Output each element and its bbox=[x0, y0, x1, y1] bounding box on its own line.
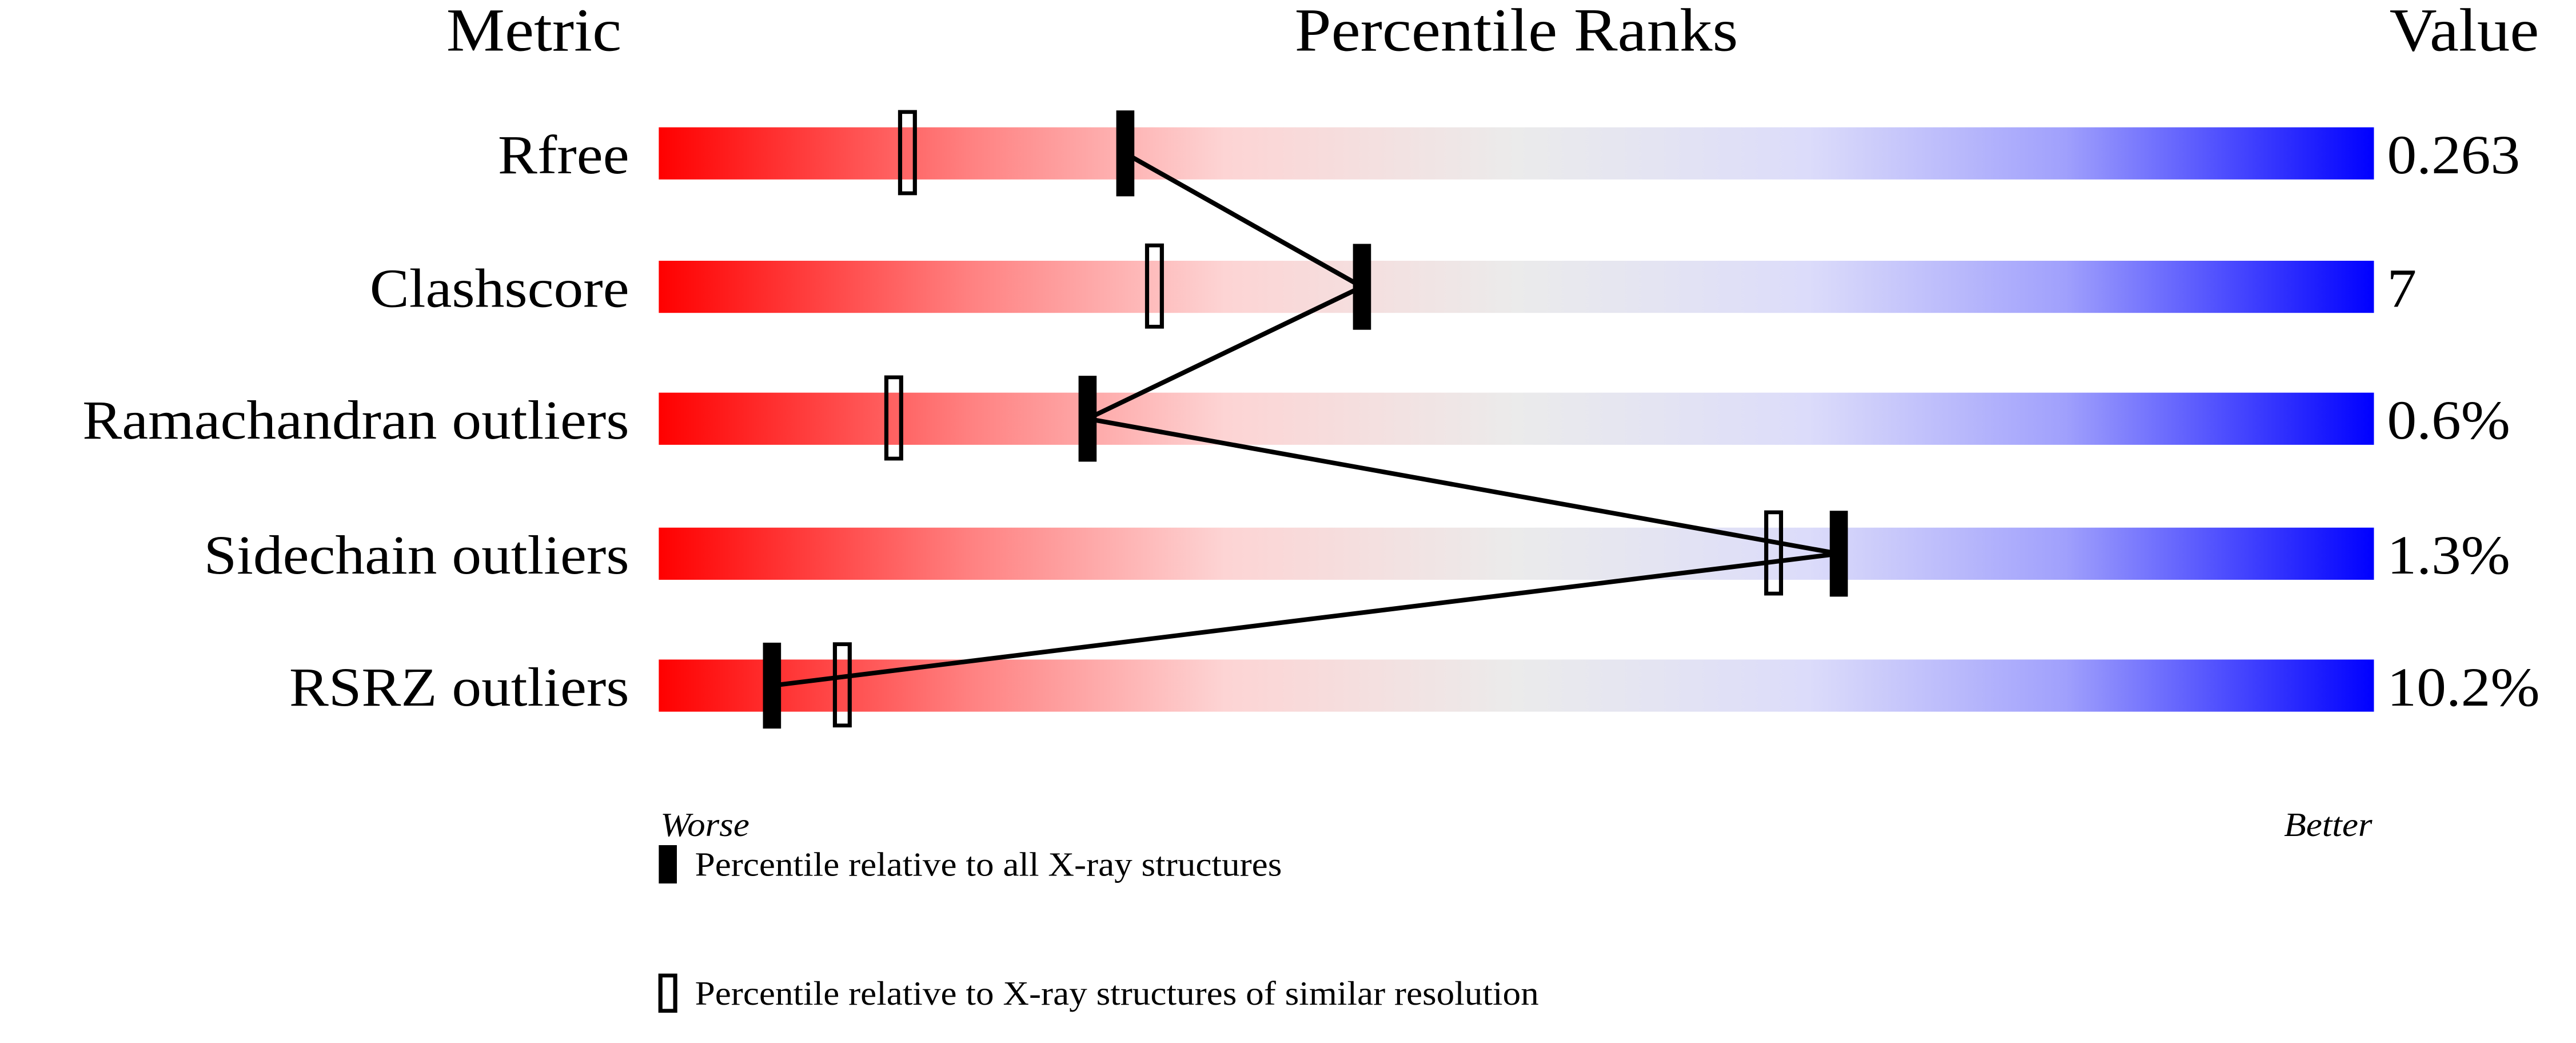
legend-similar: Percentile relative to X-ray structures … bbox=[695, 976, 1539, 1013]
marker-all-structures bbox=[763, 642, 781, 729]
metric-value: 10.2% bbox=[2387, 656, 2540, 718]
metric-label: Ramachandran outliers bbox=[82, 389, 629, 451]
metric-label: Clashscore bbox=[370, 258, 629, 319]
metric-value: 0.6% bbox=[2387, 389, 2510, 451]
percentile-bar bbox=[659, 261, 2374, 313]
marker-similar-resolution bbox=[832, 642, 852, 728]
axis-label-worse: Worse bbox=[660, 807, 749, 844]
legend-all: Percentile relative to all X-ray structu… bbox=[695, 846, 1282, 883]
marker-similar-resolution bbox=[898, 110, 917, 196]
percentile-bar bbox=[659, 127, 2374, 180]
axis-label-better: Better bbox=[2284, 807, 2372, 844]
marker-similar-resolution bbox=[1764, 510, 1783, 596]
marker-all-structures bbox=[1116, 110, 1135, 197]
percentile-bar bbox=[659, 659, 2374, 712]
header-metric: Metric bbox=[446, 0, 621, 65]
metric-label: RSRZ outliers bbox=[289, 656, 629, 718]
percentile-bar bbox=[659, 527, 2374, 580]
metric-label: Rfree bbox=[498, 124, 629, 185]
metric-value: 1.3% bbox=[2387, 524, 2510, 586]
legend-open-marker bbox=[658, 973, 677, 1013]
legend-filled-marker bbox=[659, 845, 677, 884]
marker-similar-resolution bbox=[1145, 243, 1164, 329]
marker-similar-resolution bbox=[884, 375, 903, 461]
header-percentile-ranks: Percentile Ranks bbox=[1295, 0, 1738, 65]
marker-all-structures bbox=[1353, 244, 1371, 330]
metric-value: 7 bbox=[2387, 258, 2417, 319]
marker-all-structures bbox=[1078, 376, 1097, 462]
metric-label: Sidechain outliers bbox=[204, 524, 629, 586]
marker-all-structures bbox=[1829, 511, 1848, 597]
header-value: Value bbox=[2390, 0, 2539, 65]
metric-value: 0.263 bbox=[2387, 124, 2521, 185]
percentile-bar bbox=[659, 392, 2374, 445]
